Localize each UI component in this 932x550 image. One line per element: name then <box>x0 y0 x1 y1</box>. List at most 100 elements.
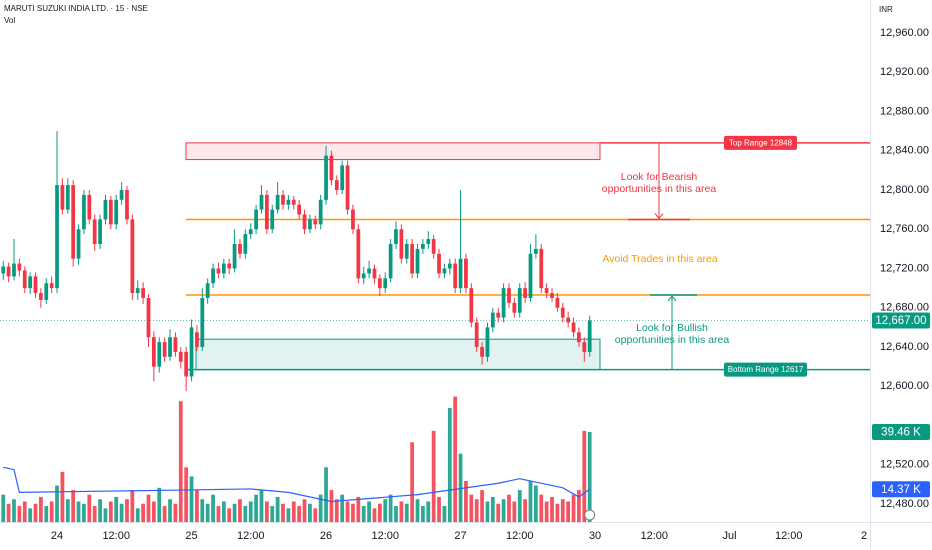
volume-bar <box>65 499 70 522</box>
candle-body <box>372 268 377 279</box>
candle-body <box>517 288 522 313</box>
candle-body <box>426 239 431 244</box>
zone <box>185 142 601 161</box>
volume-bar <box>195 490 199 522</box>
last-price-label: 12,667.00 <box>875 315 926 327</box>
volume-bar <box>507 494 511 522</box>
volume-bar <box>571 494 576 522</box>
level-label: Top Range 12848 <box>729 138 793 147</box>
volume-ma <box>3 466 591 503</box>
volume-bar <box>151 501 156 522</box>
volume-bar <box>146 494 151 522</box>
candle-body <box>302 214 307 230</box>
candle-body <box>76 229 81 259</box>
x-tick-label: 26 <box>320 530 332 542</box>
candle-body <box>415 248 420 274</box>
candle-body <box>490 312 495 328</box>
volume-bar <box>313 508 318 522</box>
candle-body <box>114 199 119 225</box>
candle-body <box>453 263 458 289</box>
arrow-head <box>654 213 664 220</box>
plot: Top Range 12848 Bottom Range 12617 Look fo… <box>0 131 870 522</box>
volume-bar <box>496 503 501 522</box>
candle-body <box>28 276 33 289</box>
x-tick-label: 12:00 <box>371 530 399 542</box>
volume-bar <box>528 480 533 522</box>
volume-bar <box>367 501 371 522</box>
candle-body <box>108 199 113 225</box>
volume-label-box <box>872 424 930 441</box>
candle-body <box>329 155 334 181</box>
volume-bar <box>232 503 237 522</box>
candle-body <box>367 268 371 274</box>
candle-body <box>12 263 16 277</box>
volume-bar <box>281 503 285 522</box>
volume-bar <box>17 506 22 522</box>
volume-bar <box>474 499 479 522</box>
volume-bar <box>28 508 33 522</box>
candle-body <box>474 322 479 348</box>
volume-bar <box>399 501 404 522</box>
candle-body <box>49 283 54 289</box>
candle-body <box>560 307 565 318</box>
level-label-box <box>724 362 807 377</box>
volume-bar <box>275 496 280 522</box>
candle-body <box>501 288 506 318</box>
volume-bar <box>103 508 108 522</box>
candle-body <box>264 194 269 230</box>
volume-bar <box>361 506 366 522</box>
candle-body <box>550 293 554 298</box>
volume-bar <box>39 496 43 522</box>
candle-body <box>39 293 43 300</box>
volume-bar <box>302 499 307 522</box>
candle-body <box>270 209 275 230</box>
volume-bar <box>264 501 269 522</box>
volume-bar <box>254 494 258 522</box>
volume-bar <box>291 501 296 522</box>
volume-bar <box>12 499 16 522</box>
x-tick-label: 30 <box>589 530 601 542</box>
candle-body <box>313 219 318 225</box>
y-tick-label: 12,520.00 <box>880 459 929 471</box>
volume-bar <box>76 501 81 522</box>
candle-body <box>361 273 366 279</box>
candle-body <box>1 266 6 274</box>
volume-bar <box>173 503 178 522</box>
candle-body <box>60 185 65 210</box>
volume-bar <box>6 503 11 522</box>
candle-body <box>566 317 571 323</box>
candle-body <box>227 263 232 269</box>
volume-bar <box>480 490 484 522</box>
volume-bar <box>523 499 528 522</box>
volume-bar <box>544 501 549 522</box>
candle-body <box>539 248 544 289</box>
candle-body <box>168 337 172 357</box>
volume-bar <box>125 499 129 522</box>
volume-bar <box>184 467 189 522</box>
candle-body <box>356 229 361 279</box>
volume-bar <box>404 503 409 522</box>
arrow-head <box>667 295 677 302</box>
zone <box>195 338 601 371</box>
volume-bar <box>533 485 538 522</box>
candle-body <box>388 243 393 279</box>
candle-body <box>248 229 253 235</box>
candle-body <box>6 266 11 277</box>
volume-bar <box>431 430 436 522</box>
volume-bar <box>141 503 145 522</box>
candle-body <box>555 297 560 308</box>
volume-bar <box>205 503 210 522</box>
annotation: opportunities in this area <box>602 183 717 195</box>
y-tick-label: 12,840.00 <box>880 145 929 157</box>
x-tick-label: 12:00 <box>775 530 803 542</box>
volume-bar <box>248 501 253 522</box>
candle-body <box>189 327 194 377</box>
level-label: Bottom Range 12617 <box>728 365 804 374</box>
candle-body <box>587 320 592 352</box>
y-tick-label: 12,880.00 <box>880 105 929 117</box>
volume-bar <box>162 506 167 522</box>
candle-body <box>291 199 296 205</box>
volume-bar <box>211 494 215 522</box>
volume-bar <box>324 467 328 522</box>
x-tick-label: Jul <box>723 530 737 542</box>
